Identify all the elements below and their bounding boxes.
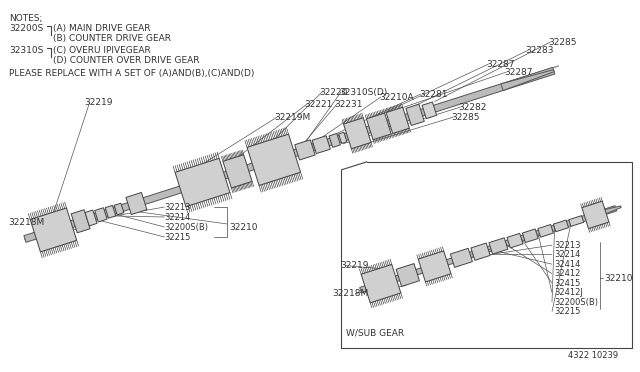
Polygon shape bbox=[471, 243, 490, 260]
Polygon shape bbox=[501, 70, 554, 90]
Polygon shape bbox=[85, 210, 97, 226]
Text: 32231: 32231 bbox=[334, 99, 362, 109]
Polygon shape bbox=[418, 251, 451, 282]
Text: (A) MAIN DRIVE GEAR: (A) MAIN DRIVE GEAR bbox=[53, 24, 150, 33]
Polygon shape bbox=[569, 216, 584, 227]
Text: 32287: 32287 bbox=[486, 60, 515, 68]
Text: 32285: 32285 bbox=[548, 38, 577, 46]
Polygon shape bbox=[406, 104, 424, 125]
Text: 32210: 32210 bbox=[604, 274, 632, 283]
Text: 32214: 32214 bbox=[164, 212, 191, 221]
Polygon shape bbox=[223, 155, 252, 188]
Polygon shape bbox=[360, 206, 617, 293]
Polygon shape bbox=[105, 205, 116, 218]
Text: 32220: 32220 bbox=[319, 87, 348, 96]
Text: 32281: 32281 bbox=[419, 90, 447, 99]
Polygon shape bbox=[295, 140, 315, 160]
Text: (D) COUNTER OVER DRIVE GEAR: (D) COUNTER OVER DRIVE GEAR bbox=[53, 56, 199, 65]
Polygon shape bbox=[554, 220, 568, 232]
Polygon shape bbox=[367, 113, 391, 140]
Text: 32200S: 32200S bbox=[9, 24, 44, 33]
Text: 32213: 32213 bbox=[554, 241, 580, 250]
Text: PLEASE REPLACE WITH A SET OF (A)AND(B),(C)AND(D): PLEASE REPLACE WITH A SET OF (A)AND(B),(… bbox=[9, 69, 254, 78]
Polygon shape bbox=[339, 132, 347, 144]
Text: 32213: 32213 bbox=[164, 202, 191, 212]
Polygon shape bbox=[71, 210, 90, 233]
Polygon shape bbox=[329, 134, 340, 147]
Polygon shape bbox=[175, 158, 230, 207]
Text: 32282: 32282 bbox=[459, 103, 487, 112]
Text: 32412J: 32412J bbox=[554, 288, 583, 297]
Polygon shape bbox=[538, 224, 554, 237]
Text: 32310S(D): 32310S(D) bbox=[339, 87, 387, 96]
Polygon shape bbox=[582, 201, 609, 229]
Text: (C) OVERU IPIVEGEAR: (C) OVERU IPIVEGEAR bbox=[53, 46, 150, 55]
Text: 32412: 32412 bbox=[554, 269, 580, 278]
Text: 32414: 32414 bbox=[554, 260, 580, 269]
Text: 32200S(B): 32200S(B) bbox=[554, 298, 598, 307]
Polygon shape bbox=[507, 233, 523, 248]
Text: 32200S(B): 32200S(B) bbox=[164, 222, 209, 231]
Polygon shape bbox=[451, 248, 472, 267]
Text: 32218M: 32218M bbox=[8, 218, 44, 227]
Text: 32215: 32215 bbox=[554, 307, 580, 316]
Polygon shape bbox=[422, 102, 436, 119]
Text: W/SUB GEAR: W/SUB GEAR bbox=[346, 329, 404, 338]
Text: 32310S: 32310S bbox=[9, 46, 44, 55]
Polygon shape bbox=[597, 206, 621, 217]
Text: 32214: 32214 bbox=[554, 250, 580, 259]
Text: 32210A: 32210A bbox=[379, 93, 413, 102]
Text: 32219: 32219 bbox=[340, 261, 369, 270]
Text: 32215: 32215 bbox=[164, 232, 191, 241]
Polygon shape bbox=[24, 67, 555, 242]
Text: 4322 10239: 4322 10239 bbox=[568, 351, 618, 360]
Polygon shape bbox=[386, 107, 410, 134]
Text: 32210: 32210 bbox=[229, 222, 258, 231]
Text: 32219M: 32219M bbox=[274, 112, 310, 122]
Polygon shape bbox=[312, 136, 330, 154]
Polygon shape bbox=[522, 229, 538, 243]
Polygon shape bbox=[126, 192, 147, 215]
Text: 32218M: 32218M bbox=[333, 289, 369, 298]
Polygon shape bbox=[114, 203, 124, 215]
Text: (B) COUNTER DRIVE GEAR: (B) COUNTER DRIVE GEAR bbox=[53, 34, 171, 43]
Text: NOTES;: NOTES; bbox=[9, 14, 42, 23]
Polygon shape bbox=[361, 264, 401, 303]
Text: 32219: 32219 bbox=[84, 97, 113, 106]
Text: 32285: 32285 bbox=[452, 112, 480, 122]
Polygon shape bbox=[95, 208, 107, 222]
Polygon shape bbox=[344, 118, 371, 149]
Text: 32283: 32283 bbox=[525, 45, 554, 55]
Text: 32415: 32415 bbox=[554, 279, 580, 288]
Text: 32287: 32287 bbox=[504, 67, 533, 77]
Polygon shape bbox=[30, 208, 77, 252]
Polygon shape bbox=[489, 238, 508, 254]
Text: 32221: 32221 bbox=[304, 99, 333, 109]
Polygon shape bbox=[396, 264, 419, 286]
Polygon shape bbox=[247, 134, 301, 186]
